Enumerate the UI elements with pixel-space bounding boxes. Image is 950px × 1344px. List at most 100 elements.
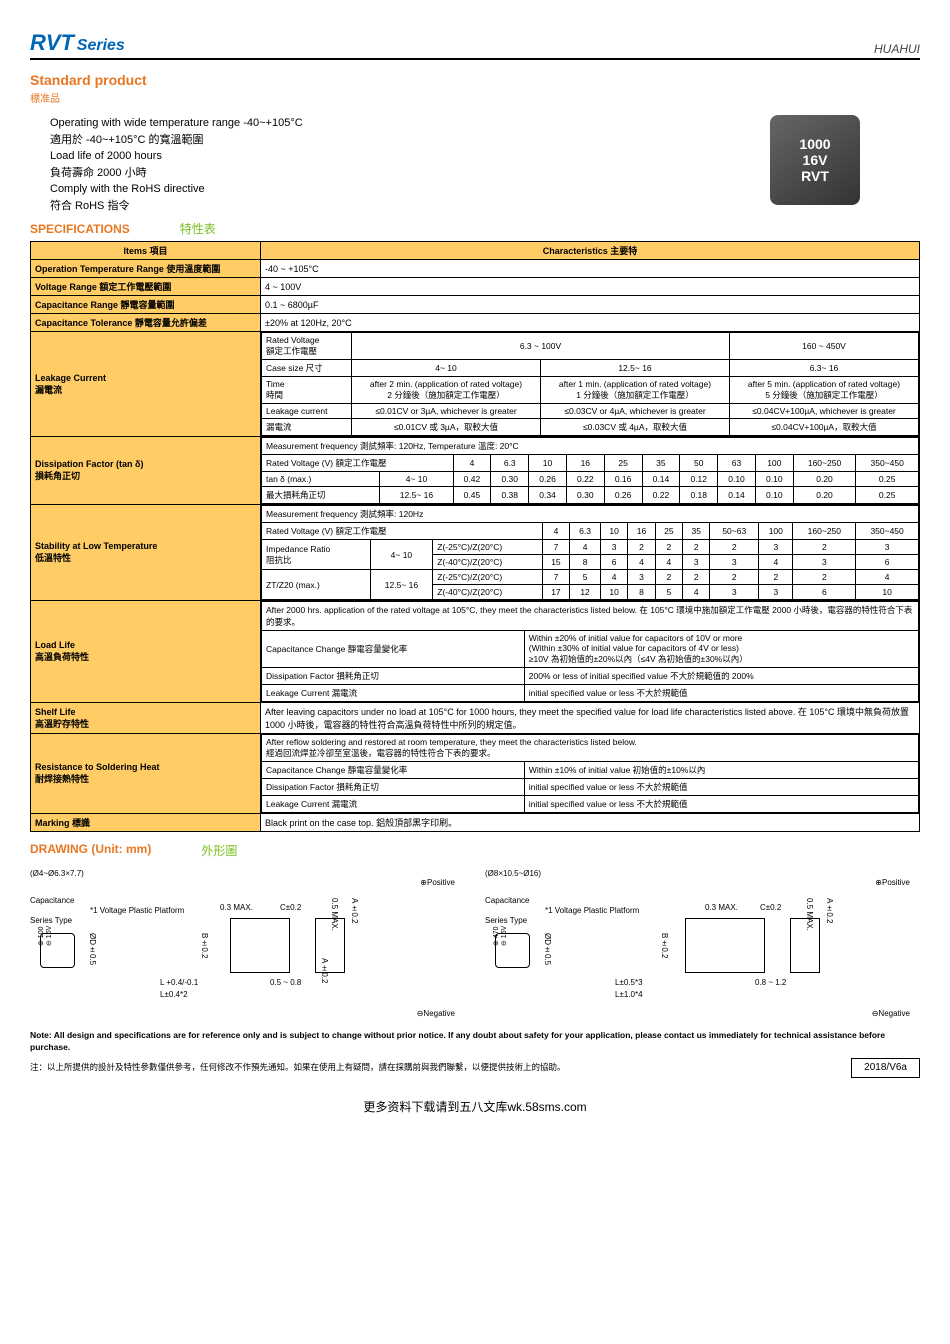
row-otr-lbl: Operation Temperature Range 使用溫度範圍 xyxy=(31,260,261,278)
lk-rv1: 6.3 ~ 100V xyxy=(352,333,730,360)
slt-c: 35 xyxy=(683,523,710,540)
d2-size: (Ø8×10.5~Ø16) xyxy=(485,869,920,878)
d1-l1b: L±0.4*2 xyxy=(160,990,188,999)
slt-v: 4 xyxy=(856,570,919,585)
slt-v: 2 xyxy=(759,570,793,585)
row-df-lbl: Dissipation Factor (tan δ) 損耗角正切 xyxy=(31,437,261,505)
slt-v: 5 xyxy=(570,570,601,585)
download-link: 更多资料下载请到五八文库wk.58sms.com xyxy=(30,1098,920,1115)
slt-v: 2 xyxy=(683,540,710,555)
hdr-items: Items 項目 xyxy=(31,242,261,260)
d2-vpp: *1 Voltage Plastic Platform xyxy=(545,906,639,915)
slt-v: 3 xyxy=(759,540,793,555)
df-c: 100 xyxy=(755,455,793,472)
slt-mf: Measurement frequency 測試頻率: 120Hz xyxy=(262,506,919,523)
row-slt-lbl: Stability at Low Temperature 低溫特性 xyxy=(31,505,261,601)
row-vr-lbl: Voltage Range 額定工作電壓範圍 xyxy=(31,278,261,296)
slt-v: 4 xyxy=(683,585,710,600)
slt-c: 100 xyxy=(759,523,793,540)
slt-v: 3 xyxy=(710,555,759,570)
slt-v: 4 xyxy=(628,555,655,570)
slt-v: 12 xyxy=(570,585,601,600)
df-v: 0.12 xyxy=(680,472,718,487)
d1-l1: L +0.4/-0.1 xyxy=(160,978,198,987)
df-c: 16 xyxy=(566,455,604,472)
slt-v: 3 xyxy=(759,585,793,600)
d2-a02: A±0.2 xyxy=(825,898,834,923)
df-v: 0.38 xyxy=(491,487,529,504)
slt-v: 2 xyxy=(710,540,759,555)
rsh-cc: Capacitance Change 靜電容量變化率 xyxy=(262,762,525,779)
df-v: 0.30 xyxy=(491,472,529,487)
slt-v: 8 xyxy=(628,585,655,600)
slt-v: 2 xyxy=(793,570,856,585)
d2-m03: 0.3 MAX. xyxy=(705,903,738,912)
slt-v: 2 xyxy=(793,540,856,555)
lk-cs3: 6.3~ 16 xyxy=(730,360,919,377)
hdr-char: Characteristics 主要特 xyxy=(261,242,920,260)
spec-en: SPECIFICATIONS xyxy=(30,222,130,236)
row-vr-val: 4 ~ 100V xyxy=(261,278,920,296)
slt-c: 50~63 xyxy=(710,523,759,540)
drawing-en: DRAWING (Unit: mm) xyxy=(30,842,151,859)
slt-v: 4 xyxy=(600,570,627,585)
slt-ir: Impedance Ratio 阻抗比 xyxy=(262,540,371,570)
lk-ld2: ≤0.03CV 或 4µA，取較大值 xyxy=(541,419,730,436)
lk-rv: Rated Voltage 額定工作電壓 xyxy=(262,333,352,360)
d2-neg: ⊖Negative xyxy=(872,1009,910,1018)
df-r2l: 最大損耗角正切 xyxy=(262,487,380,504)
slt-zz: ZT/Z20 (max.) xyxy=(262,570,371,600)
slt-v: 2 xyxy=(710,570,759,585)
sl-val: After leaving capacitors under no load a… xyxy=(261,703,920,734)
lk-cs: Case size 尺寸 xyxy=(262,360,352,377)
d1-c02: C±0.2 xyxy=(280,903,301,912)
slt-subtable: Measurement frequency 測試頻率: 120Hz Rated … xyxy=(261,505,920,601)
slt-v: 3 xyxy=(793,555,856,570)
lk-tm2: after 1 min. (application of rated volta… xyxy=(541,377,730,404)
lk-lk: Leakage current xyxy=(262,404,352,419)
desc-line: Load life of 2000 hours xyxy=(50,148,303,165)
df-v: 0.14 xyxy=(718,487,756,504)
df-subtable: Measurement frequency 測試頻率: 120Hz, Tempe… xyxy=(261,437,920,505)
df-c: 35 xyxy=(642,455,680,472)
spec-heading: SPECIFICATIONS 特性表 xyxy=(30,220,920,237)
d1-a02b: A±0.2 xyxy=(320,958,329,983)
rsh-lcv: initial specified value or less 不大於規範值 xyxy=(524,796,918,813)
d2-sideview xyxy=(685,918,765,973)
df-v: 0.25 xyxy=(856,472,919,487)
df-c: 350~450 xyxy=(856,455,919,472)
d2-l2a: L±0.5*3 xyxy=(615,978,643,987)
d1-a02: A±0.2 xyxy=(350,898,359,923)
lk-ld1: ≤0.01CV 或 3µA，取較大值 xyxy=(352,419,541,436)
df-c: 63 xyxy=(718,455,756,472)
lk-tm1: after 2 min. (application of rated volta… xyxy=(352,377,541,404)
drawing-heading: DRAWING (Unit: mm) 外形圖 xyxy=(30,842,920,859)
spec-cn: 特性表 xyxy=(180,220,216,237)
header: RVT Series HUAHUI xyxy=(30,30,920,60)
leakage-subtable: Rated Voltage 額定工作電壓6.3 ~ 100V160 ~ 450V… xyxy=(261,332,920,437)
slt-v: 3 xyxy=(683,555,710,570)
df-v: 0.20 xyxy=(793,487,856,504)
df-v: 0.30 xyxy=(566,487,604,504)
ll-intro: After 2000 hrs. application of the rated… xyxy=(262,602,919,631)
slt-v: 4 xyxy=(570,540,601,555)
df-c: 25 xyxy=(604,455,642,472)
lk-ld: 漏電流 xyxy=(262,419,352,436)
slt-v: 4 xyxy=(655,555,682,570)
d1-sideview xyxy=(230,918,290,973)
slt-c: 350~450 xyxy=(856,523,919,540)
slt-v: 7 xyxy=(542,540,569,555)
drawing-cn: 外形圖 xyxy=(201,842,237,859)
slt-v: 15 xyxy=(542,555,569,570)
d1-st: Series Type xyxy=(30,916,72,925)
slt-v: 2 xyxy=(655,540,682,555)
rsh-dfv: initial specified value or less 不大於規範值 xyxy=(524,779,918,796)
row-ll-lbl: Load Life 高溫負荷特性 xyxy=(31,601,261,703)
desc-line: Operating with wide temperature range -4… xyxy=(50,115,303,132)
d1-neg: ⊖Negative xyxy=(417,1009,455,1018)
series-suffix: Series xyxy=(77,37,125,54)
row-ct-val: ±20% at 120Hz, 20°C xyxy=(261,314,920,332)
lk-cs1: 4~ 10 xyxy=(352,360,541,377)
df-r1p: 4~ 10 xyxy=(380,472,453,487)
capacitor-image: 1000 16V RVT xyxy=(770,115,860,205)
